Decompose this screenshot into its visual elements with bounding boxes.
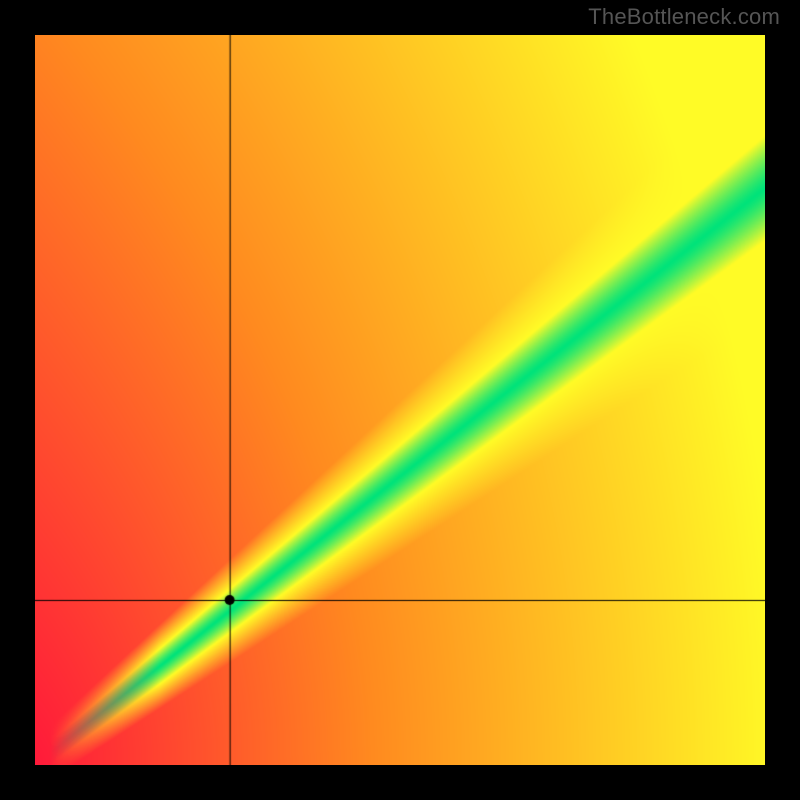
heatmap-plot	[35, 35, 765, 765]
figure-container: TheBottleneck.com	[0, 0, 800, 800]
heatmap-canvas	[35, 35, 765, 765]
watermark-text: TheBottleneck.com	[588, 4, 780, 30]
